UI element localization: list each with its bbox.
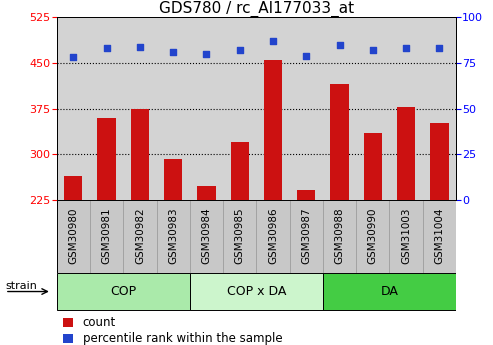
Bar — [164, 159, 182, 200]
Bar — [190, 200, 223, 273]
Bar — [57, 273, 190, 310]
Bar — [57, 200, 90, 273]
Bar — [190, 273, 323, 310]
Bar — [323, 200, 356, 273]
Text: GSM30985: GSM30985 — [235, 207, 245, 264]
Point — [402, 46, 410, 51]
Point — [302, 53, 310, 58]
Text: COP x DA: COP x DA — [227, 285, 286, 298]
Bar — [197, 186, 215, 200]
Text: GSM30988: GSM30988 — [335, 207, 345, 264]
Point — [336, 42, 344, 48]
Bar — [264, 60, 282, 200]
Text: COP: COP — [110, 285, 136, 298]
Text: GSM30986: GSM30986 — [268, 207, 278, 264]
Point — [203, 51, 211, 57]
Bar — [430, 123, 449, 200]
Text: GSM30987: GSM30987 — [301, 207, 311, 264]
Text: strain: strain — [5, 282, 37, 291]
Point — [169, 49, 177, 55]
Legend: count, percentile rank within the sample: count, percentile rank within the sample — [63, 316, 282, 345]
Bar — [157, 200, 190, 273]
Bar — [64, 176, 82, 200]
Point — [369, 47, 377, 53]
Bar — [423, 200, 456, 273]
Bar — [290, 200, 323, 273]
Title: GDS780 / rc_AI177033_at: GDS780 / rc_AI177033_at — [159, 1, 354, 17]
Bar — [256, 200, 290, 273]
Bar — [389, 200, 423, 273]
Point — [136, 44, 144, 49]
Text: DA: DA — [381, 285, 398, 298]
Bar — [397, 107, 415, 200]
Bar — [330, 84, 349, 200]
Text: GSM30981: GSM30981 — [102, 207, 111, 264]
Bar — [297, 190, 316, 200]
Text: GSM30984: GSM30984 — [202, 207, 211, 264]
Point — [236, 47, 244, 53]
Text: GSM31004: GSM31004 — [434, 207, 444, 264]
Point — [269, 38, 277, 44]
Bar — [131, 109, 149, 200]
Point — [435, 46, 443, 51]
Bar — [356, 200, 389, 273]
Text: GSM30983: GSM30983 — [168, 207, 178, 264]
Bar — [90, 200, 123, 273]
Bar — [223, 200, 256, 273]
Point — [103, 46, 110, 51]
Text: GSM30980: GSM30980 — [69, 207, 78, 264]
Bar — [364, 133, 382, 200]
Bar — [231, 142, 249, 200]
Bar — [323, 273, 456, 310]
Text: GSM30982: GSM30982 — [135, 207, 145, 264]
Text: GSM31003: GSM31003 — [401, 207, 411, 264]
Point — [70, 55, 77, 60]
Bar — [123, 200, 157, 273]
Text: GSM30990: GSM30990 — [368, 207, 378, 264]
Bar — [98, 118, 116, 200]
